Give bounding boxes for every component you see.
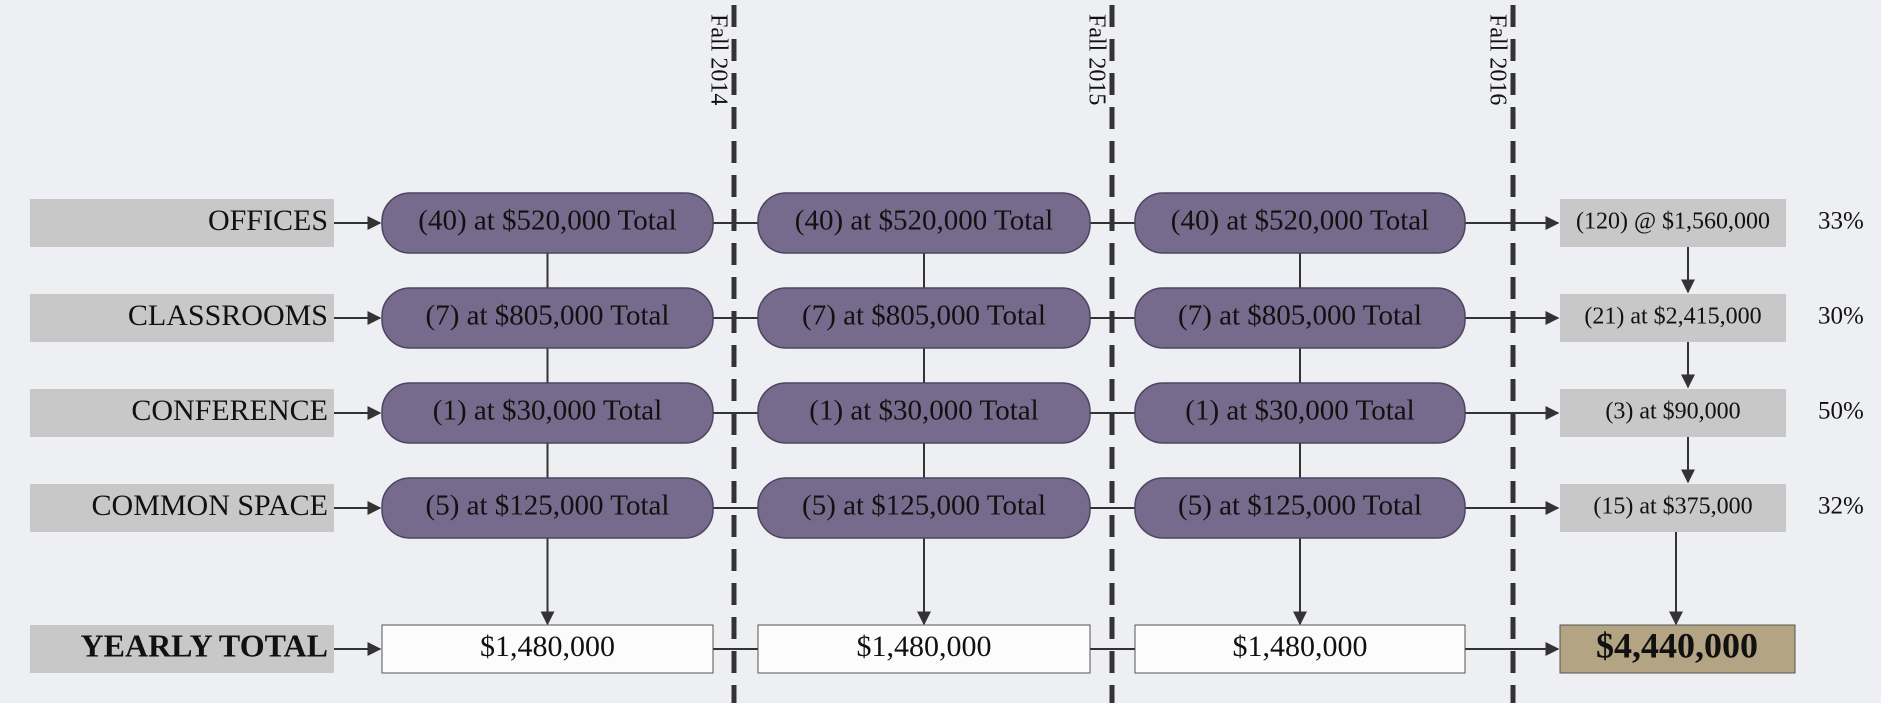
cell-pill — [757, 477, 1091, 539]
row-label: CLASSROOMS — [128, 299, 328, 332]
cell-text: (1) at $30,000 Total — [809, 395, 1038, 427]
row-label-box — [30, 199, 334, 247]
cell-pill — [1134, 287, 1466, 349]
cell-pill — [1134, 382, 1466, 444]
cell-text: (5) at $125,000 Total — [802, 490, 1046, 522]
summary-text: (15) at $375,000 — [1593, 494, 1752, 520]
row-label: COMMON SPACE — [92, 489, 328, 522]
cell-text: (40) at $520,000 Total — [418, 205, 676, 237]
cell-text: (5) at $125,000 Total — [1178, 490, 1422, 522]
total-cell — [381, 624, 714, 674]
total-cell — [757, 624, 1091, 674]
cell-text: (1) at $30,000 Total — [433, 395, 662, 427]
milestone-label: Fall 2016 — [1484, 14, 1510, 105]
total-label-box — [30, 625, 334, 673]
total-cell — [1134, 624, 1466, 674]
row-label-box — [30, 294, 334, 342]
percent-text: 33% — [1818, 208, 1864, 235]
cell-text: (7) at $805,000 Total — [1178, 300, 1422, 332]
milestone-label: Fall 2014 — [705, 14, 731, 105]
cell-pill — [381, 382, 714, 444]
cell-text: (1) at $30,000 Total — [1185, 395, 1414, 427]
summary-box — [1560, 484, 1786, 532]
cell-pill — [757, 382, 1091, 444]
cell-text: (5) at $125,000 Total — [426, 490, 670, 522]
row-label-box — [30, 389, 334, 437]
cell-text: (40) at $520,000 Total — [795, 205, 1053, 237]
cell-text: (7) at $805,000 Total — [802, 300, 1046, 332]
summary-text: (3) at $90,000 — [1605, 399, 1740, 425]
cell-pill — [1134, 192, 1466, 254]
cell-pill — [381, 477, 714, 539]
cell-pill — [757, 287, 1091, 349]
cell-text: (7) at $805,000 Total — [426, 300, 670, 332]
summary-box — [1560, 389, 1786, 437]
percent-text: 50% — [1818, 398, 1864, 425]
cell-pill — [1134, 477, 1466, 539]
summary-text: (21) at $2,415,000 — [1584, 304, 1761, 330]
row-label-box — [30, 484, 334, 532]
milestone-label: Fall 2015 — [1083, 14, 1109, 105]
cell-pill — [381, 287, 714, 349]
grand-total: $4,440,000 — [1596, 625, 1758, 665]
summary-text: (120) @ $1,560,000 — [1576, 209, 1770, 235]
total-label: YEARLY TOTAL — [81, 627, 329, 663]
summary-box — [1560, 294, 1786, 342]
grand-total-box — [1559, 624, 1796, 674]
percent-text: 32% — [1818, 493, 1864, 520]
total-cell-text: $1,480,000 — [480, 630, 615, 663]
row-label: OFFICES — [208, 204, 328, 237]
cell-pill — [757, 192, 1091, 254]
total-cell-text: $1,480,000 — [1233, 630, 1368, 663]
cell-pill — [381, 192, 714, 254]
percent-text: 30% — [1818, 303, 1864, 330]
row-label: CONFERENCE — [131, 394, 328, 427]
summary-box — [1560, 199, 1786, 247]
cell-text: (40) at $520,000 Total — [1171, 205, 1429, 237]
total-cell-text: $1,480,000 — [857, 630, 992, 663]
